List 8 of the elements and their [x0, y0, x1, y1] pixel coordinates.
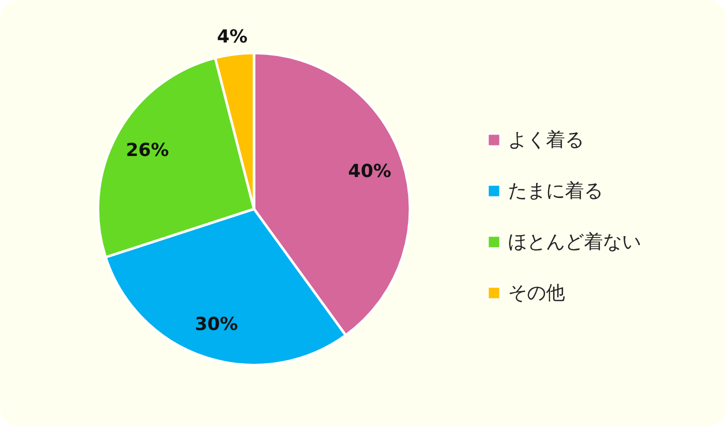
data-label: 40% — [348, 160, 392, 182]
data-label: 30% — [194, 314, 238, 336]
data-label: 4% — [217, 26, 248, 48]
legend-label: その他 — [508, 282, 565, 304]
legend-label: たまに着る — [508, 180, 603, 202]
data-label: 26% — [126, 140, 169, 161]
legend-label: ほとんど着ない — [508, 231, 641, 253]
legend-label: よく着る — [508, 129, 584, 151]
